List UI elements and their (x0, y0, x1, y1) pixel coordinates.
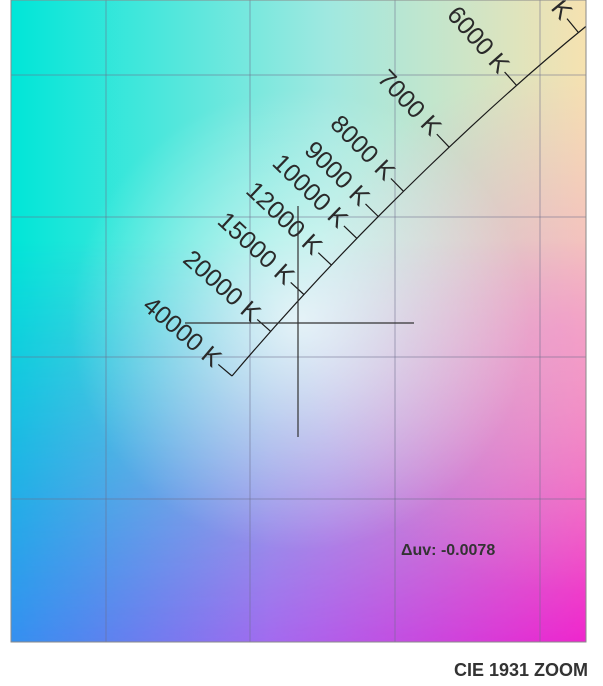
locus-tick (256, 318, 272, 332)
locus-tick (436, 133, 450, 148)
locus-tick (390, 178, 404, 192)
locus-tick (217, 363, 233, 377)
locus-tick (290, 281, 305, 295)
diagram-caption: CIE 1931 ZOOM (454, 660, 588, 680)
locus-tick (317, 252, 332, 266)
plot-frame (10, 0, 587, 643)
locus-tick (365, 203, 379, 217)
locus-tick (566, 18, 579, 33)
duv-readout: Δuv: -0.0078 (401, 542, 495, 559)
locus-curve (231, 25, 586, 377)
locus-tick (504, 71, 518, 86)
locus-tick (343, 225, 358, 239)
crosshair (185, 206, 414, 437)
